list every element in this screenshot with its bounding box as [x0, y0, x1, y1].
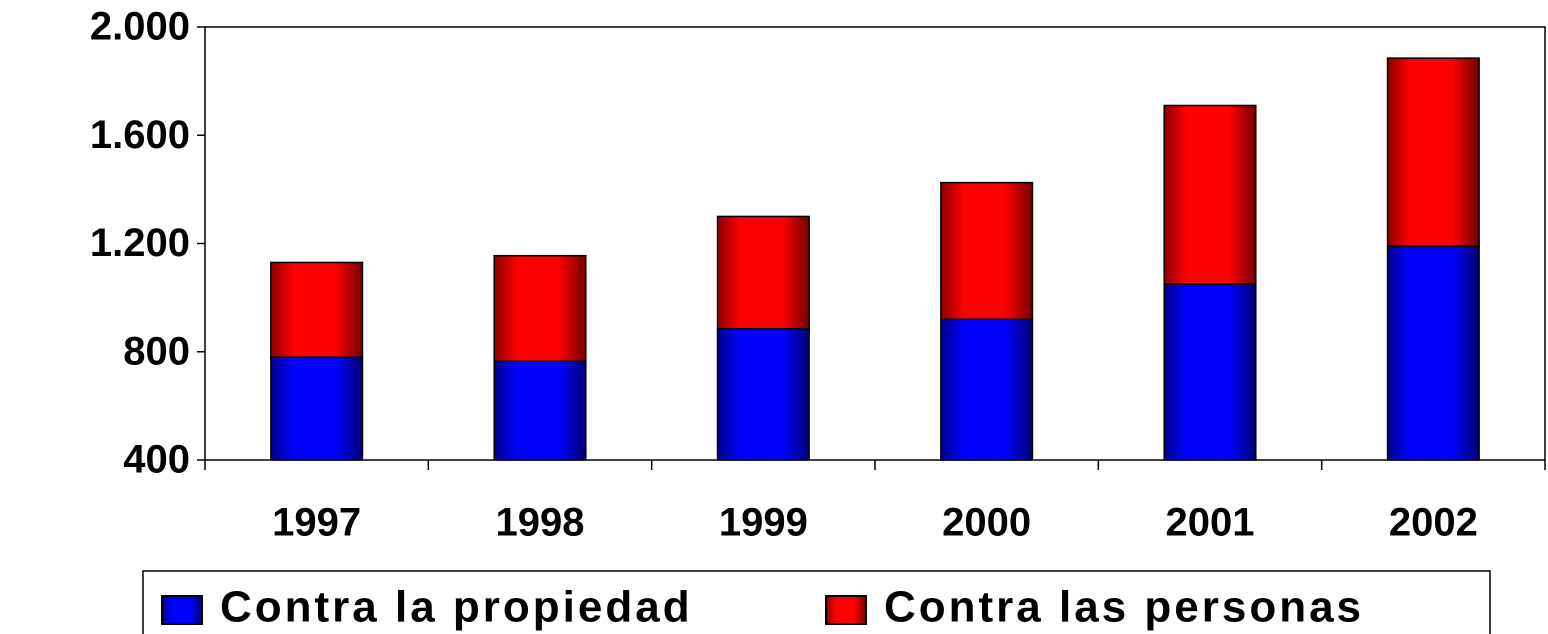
- x-tick-label: 2001: [1166, 501, 1255, 545]
- legend-label: Contra las personas: [884, 583, 1364, 632]
- x-tick-label: 2002: [1389, 501, 1478, 545]
- bar-segment: [270, 356, 364, 461]
- bar-segment: [716, 215, 810, 330]
- legend-shade: [162, 596, 202, 624]
- legend-label: Contra la propiedad: [220, 583, 693, 632]
- bar-segment: [493, 360, 587, 461]
- y-tick-label: 1.600: [90, 113, 190, 157]
- legend-box: [142, 570, 1491, 634]
- x-tick-label: 1997: [272, 501, 361, 545]
- bar-segment: [1163, 104, 1257, 285]
- bar-segment: [940, 318, 1034, 461]
- bar-segment: [493, 254, 587, 362]
- y-tick-label: 400: [123, 438, 190, 482]
- bar-segment: [1163, 283, 1257, 461]
- legend-shade: [826, 596, 866, 624]
- bar-segment: [270, 261, 364, 358]
- y-tick-label: 2.000: [90, 5, 190, 49]
- bar-segment: [940, 181, 1034, 321]
- y-tick-label: 1.200: [90, 221, 190, 265]
- plot-frame: [204, 26, 1546, 461]
- bar-segment: [716, 327, 810, 461]
- y-tick-label: 800: [123, 329, 190, 373]
- x-tick-label: 1999: [719, 501, 808, 545]
- x-tick-label: 1998: [496, 501, 585, 545]
- bar-segment: [1386, 57, 1480, 247]
- x-tick-label: 2000: [942, 501, 1031, 545]
- bar-segment: [1386, 245, 1480, 461]
